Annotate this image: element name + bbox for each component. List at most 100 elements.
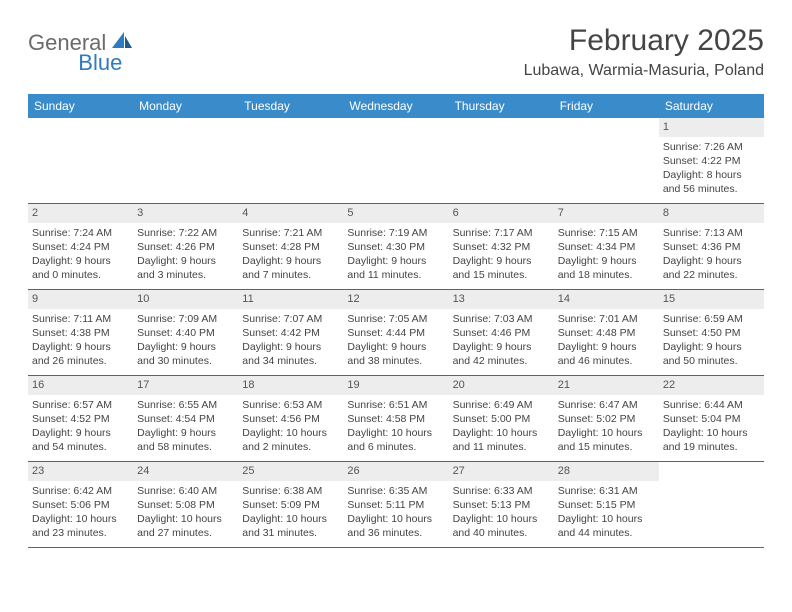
- day-cell: 23Sunrise: 6:42 AMSunset: 5:06 PMDayligh…: [28, 462, 133, 547]
- sunrise-line: Sunrise: 6:49 AM: [453, 398, 550, 412]
- sunset-line: Sunset: 5:15 PM: [558, 498, 655, 512]
- sunset-line: Sunset: 4:44 PM: [347, 326, 444, 340]
- daylight-line: Daylight: 9 hours and 30 minutes.: [137, 340, 234, 368]
- day-cell: [659, 462, 764, 547]
- week-row: 23Sunrise: 6:42 AMSunset: 5:06 PMDayligh…: [28, 462, 764, 548]
- day-cell: 8 Sunrise: 7:13 AMSunset: 4:36 PMDaylight…: [659, 204, 764, 289]
- sunrise-line: Sunrise: 7:19 AM: [347, 226, 444, 240]
- sunrise-line: Sunrise: 6:55 AM: [137, 398, 234, 412]
- week-row: 16Sunrise: 6:57 AMSunset: 4:52 PMDayligh…: [28, 376, 764, 462]
- daylight-line: Daylight: 10 hours and 31 minutes.: [242, 512, 339, 540]
- sunset-line: Sunset: 4:28 PM: [242, 240, 339, 254]
- day-number: 7: [554, 204, 659, 223]
- week-row: 2Sunrise: 7:24 AMSunset: 4:24 PMDaylight…: [28, 204, 764, 290]
- day-cell: 10Sunrise: 7:09 AMSunset: 4:40 PMDayligh…: [133, 290, 238, 375]
- sunset-line: Sunset: 4:30 PM: [347, 240, 444, 254]
- daylight-line: Daylight: 10 hours and 11 minutes.: [453, 426, 550, 454]
- day-cell: 13Sunrise: 7:03 AMSunset: 4:46 PMDayligh…: [449, 290, 554, 375]
- day-cell: 3Sunrise: 7:22 AMSunset: 4:26 PMDaylight…: [133, 204, 238, 289]
- day-cell: [238, 118, 343, 203]
- day-number: 17: [133, 376, 238, 395]
- day-number: 14: [554, 290, 659, 309]
- sunset-line: Sunset: 4:56 PM: [242, 412, 339, 426]
- daylight-line: Daylight: 9 hours and 46 minutes.: [558, 340, 655, 368]
- daylight-line: Daylight: 9 hours and 34 minutes.: [242, 340, 339, 368]
- day-number: 24: [133, 462, 238, 481]
- day-number: 8: [659, 204, 764, 223]
- daylight-line: Daylight: 9 hours and 18 minutes.: [558, 254, 655, 282]
- day-cell: 2Sunrise: 7:24 AMSunset: 4:24 PMDaylight…: [28, 204, 133, 289]
- sunrise-line: Sunrise: 6:47 AM: [558, 398, 655, 412]
- daylight-line: Daylight: 10 hours and 27 minutes.: [137, 512, 234, 540]
- sunset-line: Sunset: 4:40 PM: [137, 326, 234, 340]
- header: General Blue February 2025 Lubawa, Warmi…: [28, 24, 764, 80]
- sunset-line: Sunset: 4:24 PM: [32, 240, 129, 254]
- sunset-line: Sunset: 5:13 PM: [453, 498, 550, 512]
- day-cell: 11Sunrise: 7:07 AMSunset: 4:42 PMDayligh…: [238, 290, 343, 375]
- day-number: 23: [28, 462, 133, 481]
- sunrise-line: Sunrise: 7:21 AM: [242, 226, 339, 240]
- sunset-line: Sunset: 4:58 PM: [347, 412, 444, 426]
- day-cell: 22Sunrise: 6:44 AMSunset: 5:04 PMDayligh…: [659, 376, 764, 461]
- day-cell: 16Sunrise: 6:57 AMSunset: 4:52 PMDayligh…: [28, 376, 133, 461]
- day-content: Sunrise: 7:09 AMSunset: 4:40 PMDaylight:…: [137, 312, 234, 369]
- sunrise-line: Sunrise: 7:13 AM: [663, 226, 760, 240]
- daylight-line: Daylight: 9 hours and 50 minutes.: [663, 340, 760, 368]
- day-number: 4: [238, 204, 343, 223]
- sunrise-line: Sunrise: 6:44 AM: [663, 398, 760, 412]
- day-content: Sunrise: 7:15 AMSunset: 4:34 PMDaylight:…: [558, 226, 655, 283]
- day-number: 5: [343, 204, 448, 223]
- day-cell: 4Sunrise: 7:21 AMSunset: 4:28 PMDaylight…: [238, 204, 343, 289]
- sunrise-line: Sunrise: 7:22 AM: [137, 226, 234, 240]
- sunrise-line: Sunrise: 7:05 AM: [347, 312, 444, 326]
- day-cell: 17Sunrise: 6:55 AMSunset: 4:54 PMDayligh…: [133, 376, 238, 461]
- day-cell: 12 Sunrise: 7:05 AMSunset: 4:44 PMDayligh…: [343, 290, 448, 375]
- weekday-label: Wednesday: [343, 94, 448, 118]
- weekday-label: Monday: [133, 94, 238, 118]
- sunrise-line: Sunrise: 6:57 AM: [32, 398, 129, 412]
- day-number: 19: [343, 376, 448, 395]
- sunset-line: Sunset: 4:36 PM: [663, 240, 760, 254]
- sunrise-line: Sunrise: 7:03 AM: [453, 312, 550, 326]
- daylight-line: Daylight: 10 hours and 6 minutes.: [347, 426, 444, 454]
- daylight-line: Daylight: 10 hours and 15 minutes.: [558, 426, 655, 454]
- sunrise-line: Sunrise: 7:15 AM: [558, 226, 655, 240]
- weekday-label: Saturday: [659, 94, 764, 118]
- day-content: Sunrise: 6:38 AMSunset: 5:09 PMDaylight:…: [242, 484, 339, 541]
- day-number: 3: [133, 204, 238, 223]
- sunset-line: Sunset: 5:02 PM: [558, 412, 655, 426]
- day-cell: 24Sunrise: 6:40 AMSunset: 5:08 PMDayligh…: [133, 462, 238, 547]
- weekday-label: Sunday: [28, 94, 133, 118]
- day-number: 21: [554, 376, 659, 395]
- sunset-line: Sunset: 4:42 PM: [242, 326, 339, 340]
- day-number: 25: [238, 462, 343, 481]
- day-content: Sunrise: 7:13 AMSunset: 4:36 PMDaylight:…: [663, 226, 760, 283]
- day-content: Sunrise: 6:49 AMSunset: 5:00 PMDaylight:…: [453, 398, 550, 455]
- daylight-line: Daylight: 10 hours and 19 minutes.: [663, 426, 760, 454]
- daylight-line: Daylight: 9 hours and 26 minutes.: [32, 340, 129, 368]
- daylight-line: Daylight: 9 hours and 54 minutes.: [32, 426, 129, 454]
- day-cell: [133, 118, 238, 203]
- day-content: Sunrise: 6:53 AMSunset: 4:56 PMDaylight:…: [242, 398, 339, 455]
- day-number: 12: [343, 290, 448, 309]
- day-content: Sunrise: 6:31 AMSunset: 5:15 PMDaylight:…: [558, 484, 655, 541]
- day-cell: 9Sunrise: 7:11 AMSunset: 4:38 PMDaylight…: [28, 290, 133, 375]
- daylight-line: Daylight: 9 hours and 11 minutes.: [347, 254, 444, 282]
- day-content: Sunrise: 7:05 AMSunset: 4:44 PMDaylight:…: [347, 312, 444, 369]
- day-content: Sunrise: 6:44 AMSunset: 5:04 PMDaylight:…: [663, 398, 760, 455]
- day-cell: 19 Sunrise: 6:51 AMSunset: 4:58 PMDayligh…: [343, 376, 448, 461]
- daylight-line: Daylight: 9 hours and 58 minutes.: [137, 426, 234, 454]
- day-number: 11: [238, 290, 343, 309]
- sunrise-line: Sunrise: 7:09 AM: [137, 312, 234, 326]
- sunrise-line: Sunrise: 6:51 AM: [347, 398, 444, 412]
- day-cell: 25 Sunrise: 6:38 AMSunset: 5:09 PMDayligh…: [238, 462, 343, 547]
- day-number: 26: [343, 462, 448, 481]
- sunrise-line: Sunrise: 6:53 AM: [242, 398, 339, 412]
- day-cell: 15Sunrise: 6:59 AMSunset: 4:50 PMDayligh…: [659, 290, 764, 375]
- sunrise-line: Sunrise: 7:24 AM: [32, 226, 129, 240]
- sunrise-line: Sunrise: 7:01 AM: [558, 312, 655, 326]
- daylight-line: Daylight: 9 hours and 3 minutes.: [137, 254, 234, 282]
- sunset-line: Sunset: 5:04 PM: [663, 412, 760, 426]
- day-cell: 5 Sunrise: 7:19 AMSunset: 4:30 PMDaylight…: [343, 204, 448, 289]
- day-cell: 27Sunrise: 6:33 AMSunset: 5:13 PMDayligh…: [449, 462, 554, 547]
